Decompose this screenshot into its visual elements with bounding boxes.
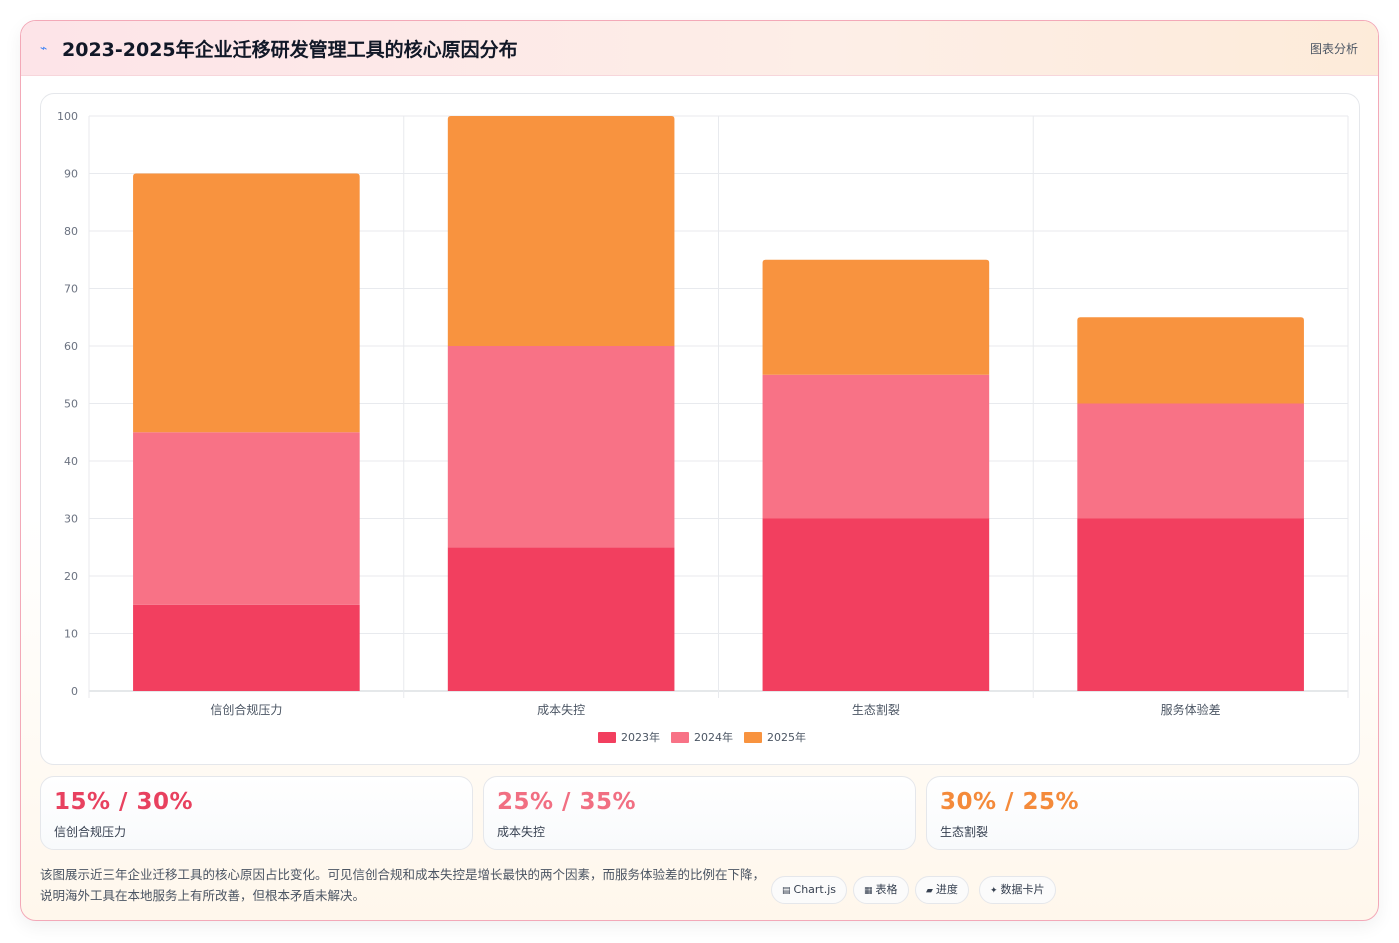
legend-label: 2024年 [694,730,733,744]
badge-label: 表格 [875,883,898,896]
bar-segment [762,259,990,375]
bar-segment [762,518,990,691]
stacked-bar-chart: 0 10 20 30 40 50 60 70 80 90 100 信创合规压力 成本失控 生态割裂 服务体验… [57,110,1349,744]
y-tick-label: 70 [64,283,78,296]
y-tick-label: 20 [64,570,78,583]
progress-icon: ▰ [926,886,933,896]
x-tick-label: 信创合规压力 [210,702,282,717]
chart-line-icon: ⌁ [40,41,48,55]
y-tick-label: 30 [64,513,78,526]
stat-label: 成本失控 [497,825,546,839]
badge-label: Chart.js [793,883,837,896]
y-tick-label: 90 [64,168,78,181]
badge-data-card[interactable]: ✦ 数据卡片 [979,876,1056,904]
stat-label: 生态割裂 [940,825,989,839]
bar-segment [762,374,990,519]
card-header: ⌁ 2023-2025年企业迁移研发管理工具的核心原因分布 图表分析 [21,21,1378,76]
legend-swatch [744,732,762,743]
stat-value: 25% / 35% [497,789,637,815]
stat-value: 15% / 30% [54,789,194,815]
bar-segment [447,116,675,346]
bar-segment [1077,317,1304,404]
bar-segment [1077,403,1304,519]
stat-card: 30% / 25% 生态割裂 [926,776,1359,850]
badge-progress[interactable]: ▰ 进度 [915,876,969,904]
legend-swatch [598,732,616,743]
bar-segment [133,604,360,691]
y-tick-label: 10 [64,628,78,641]
stat-card: 15% / 30% 信创合规压力 [40,776,473,850]
page-title: 2023-2025年企业迁移研发管理工具的核心原因分布 [62,39,518,61]
stat-cards: 15% / 30% 信创合规压力 25% / 35% 成本失控 30% / 25… [40,776,1360,850]
badge-chartjs[interactable]: ▤ Chart.js [771,876,848,904]
x-tick-label: 生态割裂 [852,702,900,717]
y-tick-label: 50 [64,398,78,411]
chart-card: ⌁ 2023-2025年企业迁移研发管理工具的核心原因分布 图表分析 0 10 20… [20,20,1379,921]
y-tick-label: 40 [64,455,78,468]
y-tick-label: 0 [71,685,78,698]
y-tick-label: 60 [64,340,78,353]
legend-swatch [671,732,689,743]
bar-segment [133,173,360,433]
y-tick-label: 100 [57,110,78,123]
chart-description: 该图展示近三年企业迁移工具的核心原因占比变化。可见信创合规和成本失控是增长最快的… [40,867,766,903]
stat-label: 信创合规压力 [54,825,127,839]
chart-container: 0 10 20 30 40 50 60 70 80 90 100 信创合规压力 成本失控 生态割裂 服务体验… [40,93,1360,765]
chart-icon: ▤ [782,886,791,896]
table-icon: ▦ [864,886,873,896]
legend-label: 2025年 [767,730,806,744]
stat-card: 25% / 35% 成本失控 [483,776,916,850]
bar-segment [447,547,675,691]
legend-label: 2023年 [621,730,660,744]
badge-label: 进度 [935,883,958,896]
stat-value: 30% / 25% [940,789,1080,815]
x-tick-label: 成本失控 [537,702,585,717]
header-tag: 图表分析 [1309,42,1358,56]
badge-table[interactable]: ▦ 表格 [853,876,909,904]
bar-segment [1077,518,1304,691]
sparkle-icon: ✦ [990,886,998,896]
y-tick-label: 80 [64,225,78,238]
bar-segment [447,346,675,548]
x-tick-label: 服务体验差 [1161,702,1221,717]
badge-label: 数据卡片 [1000,883,1045,896]
bar-segment [133,432,360,605]
